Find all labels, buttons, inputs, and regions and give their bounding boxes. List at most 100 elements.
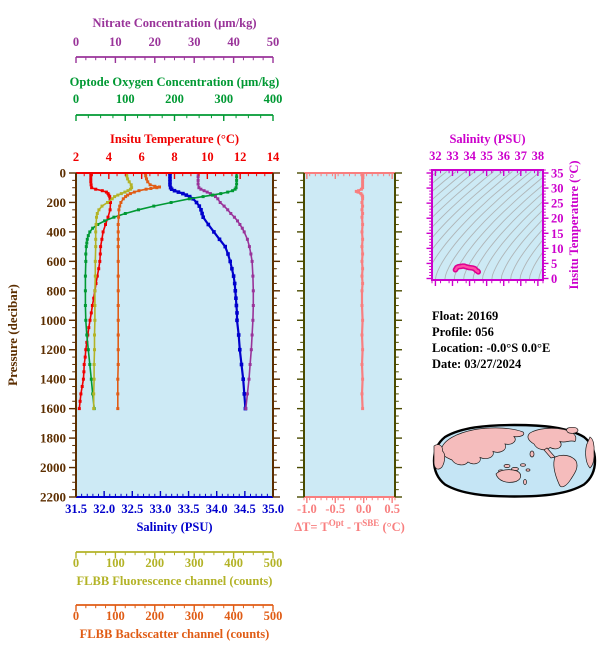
map-land-island xyxy=(503,464,511,468)
temperature-tick-labels: 2 4 6 8 10 12 14 xyxy=(73,150,280,164)
backscatter-axis-title: FLBB Backscatter channel (counts) xyxy=(80,627,270,641)
tick-label: 33.5 xyxy=(178,502,200,516)
tick-label: 32 xyxy=(429,149,442,163)
nitrate-axis xyxy=(75,56,274,63)
map-land-island xyxy=(520,463,526,467)
tick-label: 100 xyxy=(106,609,125,623)
delta-t-axis-title: ΔT= TOpt - TSBE (°C) xyxy=(294,518,405,534)
tick-label: 0 xyxy=(551,272,557,286)
tick-label: 200 xyxy=(165,92,184,106)
tick-label: 33 xyxy=(446,149,459,163)
tick-label: 1200 xyxy=(40,342,66,357)
tick-label: 0 xyxy=(60,166,67,181)
fluorescence-tick-labels: 0 100 200 300 400 500 xyxy=(73,556,283,570)
map-land-central-america xyxy=(543,447,556,459)
backscatter-tick-labels: 0 100 200 300 400 500 xyxy=(73,609,283,623)
ts-plot-title: Salinity (PSU) xyxy=(449,132,525,146)
salinity-axis-title: Salinity (PSU) xyxy=(136,520,212,534)
delta-plot-area xyxy=(304,173,395,497)
tick-label: 38 xyxy=(532,149,545,163)
tick-label: 35.0 xyxy=(262,502,284,516)
tick-label: 200 xyxy=(145,556,164,570)
tick-label: 15 xyxy=(551,227,564,241)
pressure-axis-title: Pressure (decibar) xyxy=(5,284,20,386)
map-land-australia xyxy=(495,469,521,483)
ts-data-curve xyxy=(452,263,482,275)
tick-label: 300 xyxy=(214,92,233,106)
info-location: Location: -0.0°S 0.0°E xyxy=(432,341,550,355)
tick-label: 0 xyxy=(73,609,79,623)
tick-label: 300 xyxy=(185,609,204,623)
map-land-africa-right xyxy=(585,436,595,469)
plot-series xyxy=(77,173,482,411)
tick-label: 300 xyxy=(185,556,204,570)
tick-label: 50 xyxy=(267,35,280,49)
tick-label: 10 xyxy=(551,242,564,256)
tick-label: 0.0 xyxy=(356,502,372,516)
oxygen-profile-curve xyxy=(83,173,239,411)
nitrate-tick-labels: 0 10 20 30 40 50 xyxy=(73,35,279,49)
ts-axes xyxy=(426,169,549,286)
map-land-eurasia xyxy=(440,427,525,466)
tick-label: 2 xyxy=(73,150,79,164)
tick-label: 31.5 xyxy=(65,502,87,516)
tick-label: 0 xyxy=(73,35,79,49)
tick-label: 33.0 xyxy=(149,502,171,516)
ts-plot-area xyxy=(432,170,543,280)
tick-label: 20 xyxy=(551,212,564,226)
tick-label: 2000 xyxy=(40,460,66,475)
pressure-axis xyxy=(69,172,280,498)
tick-label: 37 xyxy=(515,149,528,163)
tick-label: 0 xyxy=(73,556,79,570)
tick-label: 2200 xyxy=(40,490,66,505)
backscatter-axis xyxy=(75,604,274,611)
ts-temperature-axis-title: Insitu Temperature (°C) xyxy=(567,160,581,289)
tick-label: 25 xyxy=(551,197,564,211)
tick-label: 1400 xyxy=(40,372,66,387)
tick-label: 0 xyxy=(73,92,79,106)
oxygen-axis-title: Optode Oxygen Concentration (µm/kg) xyxy=(70,75,280,89)
tick-label: 30 xyxy=(551,182,564,196)
plot-axes xyxy=(69,56,549,611)
tick-label: 10 xyxy=(201,150,214,164)
tick-label: 34.5 xyxy=(234,502,256,516)
world-map xyxy=(432,423,597,498)
tick-label: 400 xyxy=(264,92,283,106)
map-land-japan xyxy=(529,450,535,458)
temperature-axis-title: Insitu Temperature (°C) xyxy=(110,132,239,146)
oxygen-axis xyxy=(75,114,274,121)
info-date: Date: 03/27/2024 xyxy=(432,357,522,371)
tick-label: 34.0 xyxy=(206,502,228,516)
tick-label: 35 xyxy=(480,149,493,163)
tick-label: -1.0 xyxy=(297,502,317,516)
tick-label: 500 xyxy=(264,609,283,623)
tick-label: 500 xyxy=(264,556,283,570)
tick-label: 400 xyxy=(224,609,243,623)
tick-label: 100 xyxy=(116,92,135,106)
tick-label: 36 xyxy=(497,149,510,163)
salinity-axis xyxy=(75,491,274,498)
map-land-greenland xyxy=(566,426,579,434)
tick-label: 40 xyxy=(227,35,240,49)
tick-label: 400 xyxy=(47,224,67,239)
tick-label: 4 xyxy=(106,150,113,164)
tick-label: 32.0 xyxy=(93,502,115,516)
tick-label: 1600 xyxy=(40,401,66,416)
tick-label: 400 xyxy=(224,556,243,570)
tick-label: 10 xyxy=(109,35,122,49)
tick-label: -0.5 xyxy=(325,502,345,516)
fluorescence-axis xyxy=(75,551,274,558)
tick-label: 200 xyxy=(145,609,164,623)
oxygen-tick-labels: 0 100 200 300 400 xyxy=(73,92,283,106)
delta-t-curve xyxy=(354,173,365,411)
tick-label: 200 xyxy=(47,195,67,210)
tick-label: 1800 xyxy=(40,431,66,446)
tick-label: 800 xyxy=(47,283,67,298)
tick-label: 0.5 xyxy=(384,502,400,516)
tick-label: 30 xyxy=(188,35,201,49)
map-land-africa-left xyxy=(433,444,446,470)
map-land-south-america xyxy=(553,454,578,488)
